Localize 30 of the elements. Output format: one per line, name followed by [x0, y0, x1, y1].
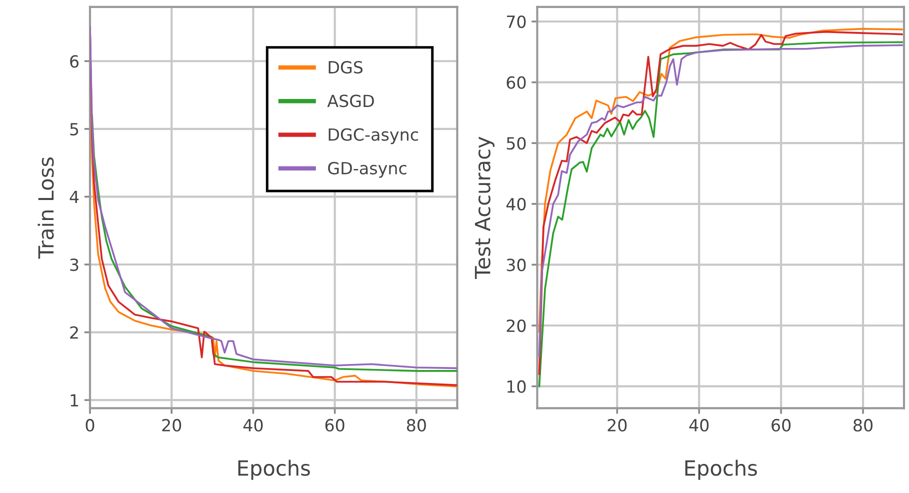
y-axis-title: Train Loss — [38, 157, 54, 259]
y-tick-label: 3 — [70, 258, 78, 272]
x-tick-label: 20 — [608, 418, 627, 432]
x-axis-title: Epochs — [685, 460, 757, 480]
y-tick-label: 1 — [70, 394, 78, 406]
x-axis-title: Epochs — [238, 460, 310, 480]
x-tick-label: 20 — [162, 418, 182, 432]
x-tick-label: 40 — [243, 418, 263, 432]
y-tick-label: 5 — [70, 123, 78, 136]
legend-label: DGC-async — [328, 128, 418, 144]
y-tick-label: 40 — [506, 198, 526, 210]
legend-label: GD-async — [328, 162, 406, 178]
y-tick-label: 60 — [506, 76, 526, 89]
legend-label: DGS — [328, 60, 363, 74]
x-tick-label: 80 — [406, 418, 426, 432]
y-tick-label: 2 — [70, 326, 78, 339]
y-tick-label: 70 — [506, 15, 526, 28]
y-tick-label: 20 — [506, 319, 526, 332]
y-tick-label: 50 — [506, 137, 526, 150]
y-tick-label: 30 — [506, 258, 526, 272]
x-tick-label: 60 — [325, 418, 344, 432]
x-tick-label: 0 — [86, 418, 94, 432]
y-tick-label: 10 — [507, 380, 526, 393]
x-tick-label: 80 — [854, 418, 873, 432]
x-tick-label: 40 — [689, 418, 709, 432]
legend-label: ASGD — [327, 94, 374, 108]
y-tick-label: 6 — [70, 55, 79, 68]
y-axis-title: Test Accuracy — [474, 136, 494, 279]
x-tick-label: 60 — [772, 418, 791, 432]
y-tick-label: 4 — [70, 190, 79, 204]
